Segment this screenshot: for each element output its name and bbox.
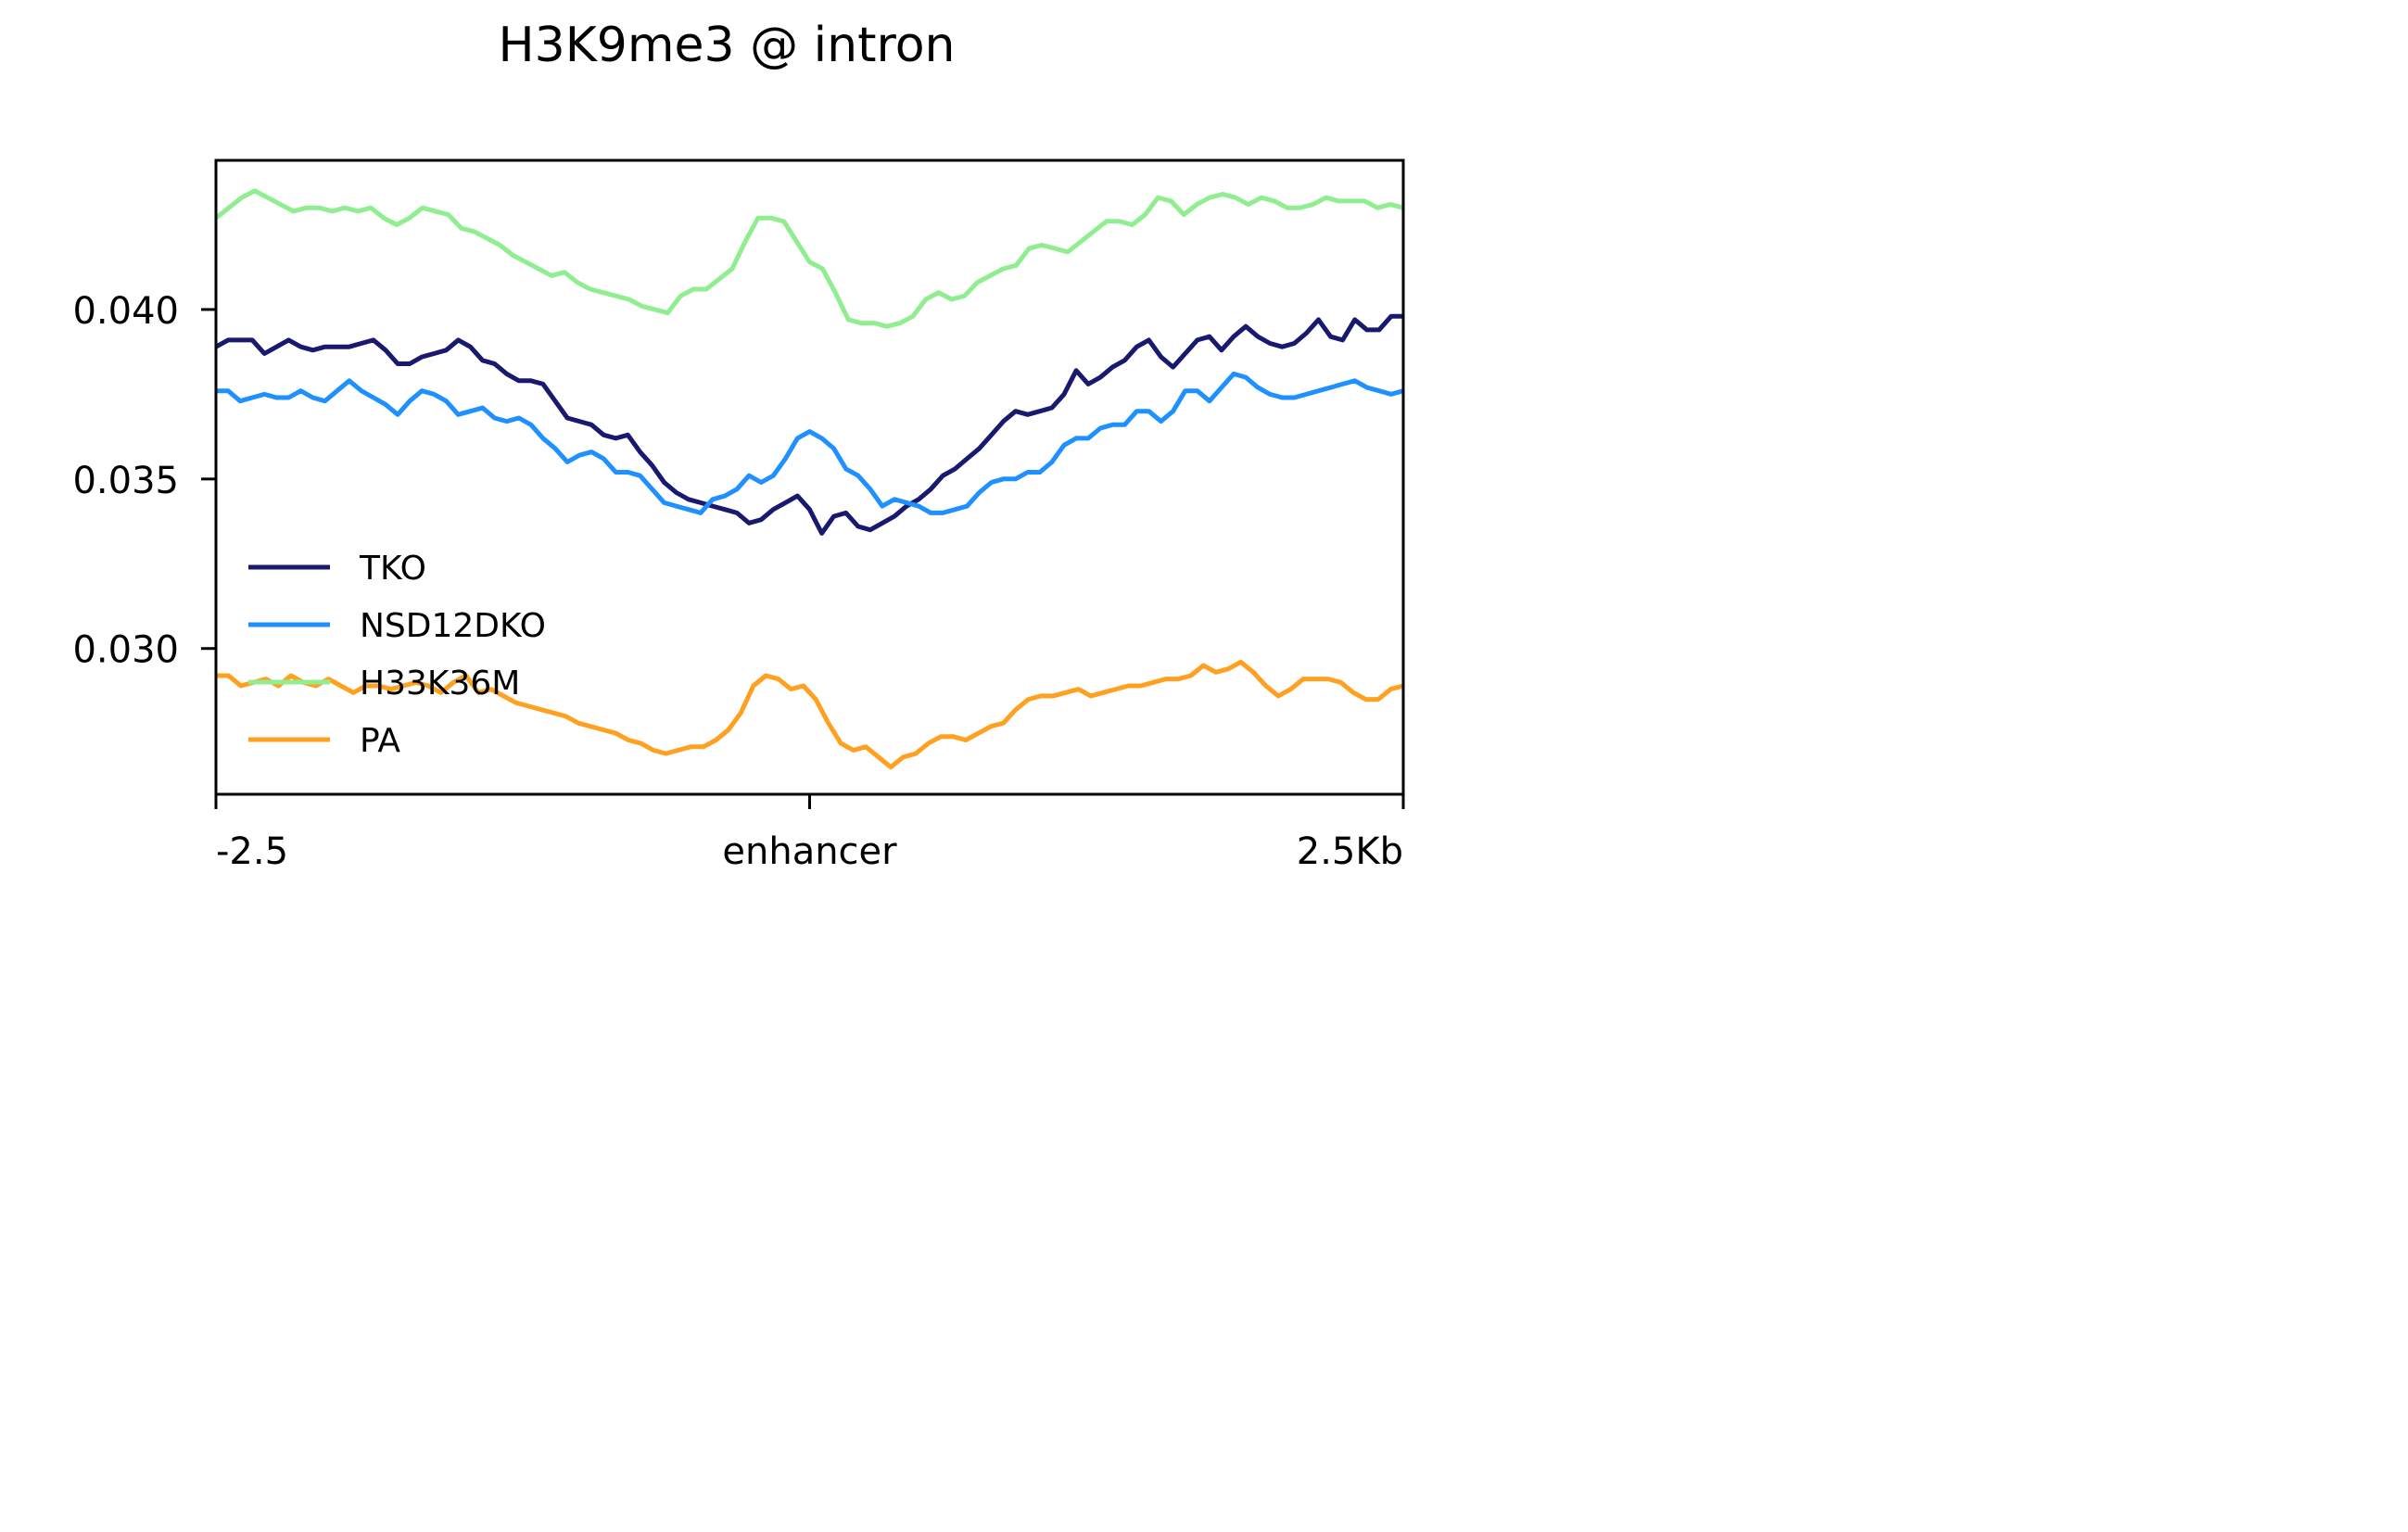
x-tick-label: enhancer — [722, 830, 897, 873]
series-layer — [214, 188, 1404, 770]
y-tick-label: 0.035 — [72, 460, 179, 502]
axis-layer: -2.5 enhancer 2.5Kb 0.030 0.035 0.040 — [72, 290, 1405, 873]
y-tick-label: 0.030 — [72, 629, 179, 672]
series-line-pa — [216, 659, 1404, 770]
chart-svg: H3K9me3 @ intron -2.5 enhancer 2.5Kb 0.030 0… — [72, 18, 1405, 873]
legend: TKO NSD12DKO H33K36M PA — [248, 550, 546, 760]
chart: H3K9me3 @ intron -2.5 enhancer 2.5Kb 0.030 0… — [0, 0, 1446, 920]
legend-label-nsd12dko: NSD12DKO — [360, 607, 546, 645]
x-tick-label: -2.5 — [216, 830, 288, 873]
series-line-h33k36m — [214, 188, 1404, 329]
y-tick-label: 0.040 — [72, 290, 179, 333]
x-tick-label: 2.5Kb — [1297, 830, 1403, 873]
series-line-nsd12dko — [216, 371, 1404, 515]
legend-label-pa: PA — [360, 722, 400, 760]
chart-title: H3K9me3 @ intron — [499, 18, 956, 73]
series-line-tko — [214, 313, 1403, 536]
legend-label-h33k36m: H33K36M — [360, 665, 520, 703]
legend-label-tko: TKO — [359, 550, 426, 588]
